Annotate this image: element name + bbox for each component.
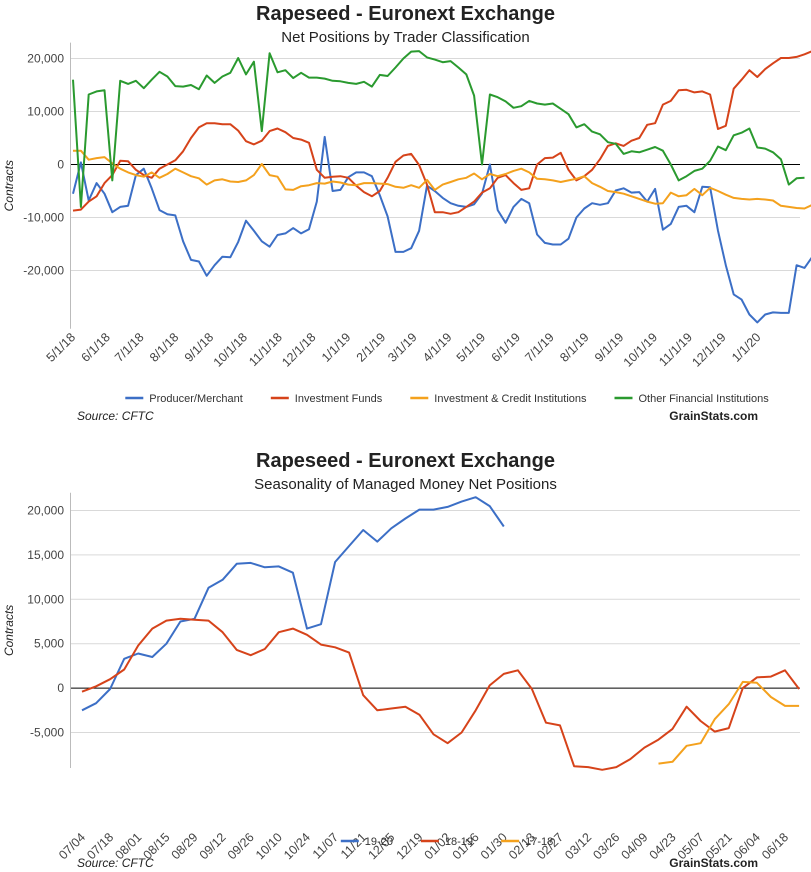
series-line-investment-credit-institutions [73, 149, 811, 210]
legend-label: Producer/Merchant [149, 393, 243, 405]
x-tick-label: 11/07 [310, 830, 341, 861]
y-tick-label: 0 [57, 681, 64, 695]
y-tick-label: 10,000 [27, 592, 64, 606]
source-note: Source: CFTC [77, 856, 154, 870]
x-tick-label: 8/1/18 [147, 330, 182, 365]
legend-item-19-20: 19-20 [340, 836, 393, 848]
legend-item-other-financial-institutions: Other Financial Institutions [614, 393, 770, 405]
x-tick-label: 12/1/19 [689, 330, 728, 369]
source-note: Source: CFTC [77, 409, 154, 423]
x-tick-label: 6/1/18 [78, 330, 113, 365]
x-tick-label: 1/1/19 [319, 330, 354, 365]
y-tick-label: -20,000 [23, 264, 64, 278]
seasonality-chart: 20,000 15,000 10,000 5,000 0 -5,000 Contracts 0… [2, 492, 800, 862]
series-line-other-financial-institutions [72, 50, 805, 208]
chart-subtitle: Net Positions by Trader Classification [281, 29, 530, 46]
x-tick-label: 10/10 [253, 830, 285, 862]
x-tick-label: 01/30 [478, 830, 510, 862]
legend-item-investment-funds: Investment Funds [270, 393, 383, 405]
x-tick-label: 04/09 [619, 830, 651, 862]
series-line-19-20 [81, 496, 505, 712]
seasonality-chart-panel: Rapeseed - Euronext Exchange Seasonality… [0, 436, 811, 872]
x-tick-label: 08/29 [169, 830, 201, 862]
x-tick-label: 12/1/18 [279, 330, 318, 369]
x-tick-label: 09/12 [197, 830, 229, 862]
legend-label: Investment & Credit Institutions [434, 393, 587, 405]
legend-item-18-19: 18-19 [420, 836, 473, 848]
x-tick-label: 11/1/18 [246, 330, 285, 369]
x-tick-label: 6/1/19 [489, 330, 524, 365]
x-tick-label: 03/12 [562, 830, 594, 862]
x-tick-label: 4/1/19 [420, 330, 455, 365]
chart-title: Rapeseed - Euronext Exchange [256, 3, 555, 25]
chart-subtitle: Seasonality of Managed Money Net Positio… [254, 476, 557, 493]
net-positions-chart: 20,000 10,000 0 -10,000 -20,000 Contracts 5/1/… [2, 42, 811, 405]
legend-label: Investment Funds [295, 393, 383, 405]
x-tick-label: 5/1/18 [44, 330, 79, 365]
y-axis-title: Contracts [2, 160, 16, 211]
legend-label: Other Financial Institutions [639, 393, 770, 405]
y-tick-label: 15,000 [27, 548, 64, 562]
x-tick-label: 10/1/18 [211, 330, 250, 369]
legend-label: 18-19 [445, 836, 473, 848]
x-tick-label: 09/26 [225, 830, 257, 862]
series-line-investment-funds [72, 50, 811, 215]
y-tick-label: 20,000 [27, 52, 64, 66]
y-tick-label: 5,000 [34, 637, 64, 651]
x-tick-label: 2/1/19 [354, 330, 389, 365]
y-tick-label: 10,000 [27, 105, 64, 119]
legend-item-17-18: 17-18 [501, 836, 553, 848]
brand-label: GrainStats.com [669, 856, 758, 870]
chart-title: Rapeseed - Euronext Exchange [256, 450, 555, 472]
x-tick-label: 1/1/20 [729, 330, 764, 365]
x-tick-label: 10/24 [281, 830, 313, 862]
brand-label: GrainStats.com [669, 409, 758, 423]
x-tick-label: 5/1/19 [454, 330, 489, 365]
legend-item-producer-merchant: Producer/Merchant [125, 393, 243, 405]
y-tick-label: -10,000 [23, 211, 64, 225]
y-axis-title: Contracts [2, 605, 16, 656]
x-tick-label: 8/1/19 [557, 330, 592, 365]
x-tick-label: 7/1/18 [112, 330, 147, 365]
y-tick-label: -5,000 [30, 726, 64, 740]
x-tick-label: 3/1/19 [385, 330, 420, 365]
y-tick-label: 20,000 [27, 504, 64, 518]
y-tick-label: 0 [57, 158, 64, 172]
series-line-18-19 [81, 617, 800, 771]
series-line-producer-merchant [72, 135, 811, 324]
x-tick-label: 03/26 [590, 830, 622, 862]
net-positions-chart-panel: Rapeseed - Euronext Exchange Net Positio… [2, 3, 811, 423]
x-tick-label: 12/19 [394, 830, 426, 862]
x-tick-label: 11/1/19 [656, 330, 695, 369]
x-tick-label: 10/1/19 [621, 330, 660, 369]
legend-item-investment-credit-institutions: Investment & Credit Institutions [410, 393, 587, 405]
legend-label: 19-20 [365, 836, 393, 848]
x-tick-label: 7/1/19 [522, 330, 557, 365]
series-line-17-18 [658, 680, 800, 765]
x-tick-label: 06/18 [759, 830, 791, 862]
legend-label: 17-18 [525, 836, 553, 848]
